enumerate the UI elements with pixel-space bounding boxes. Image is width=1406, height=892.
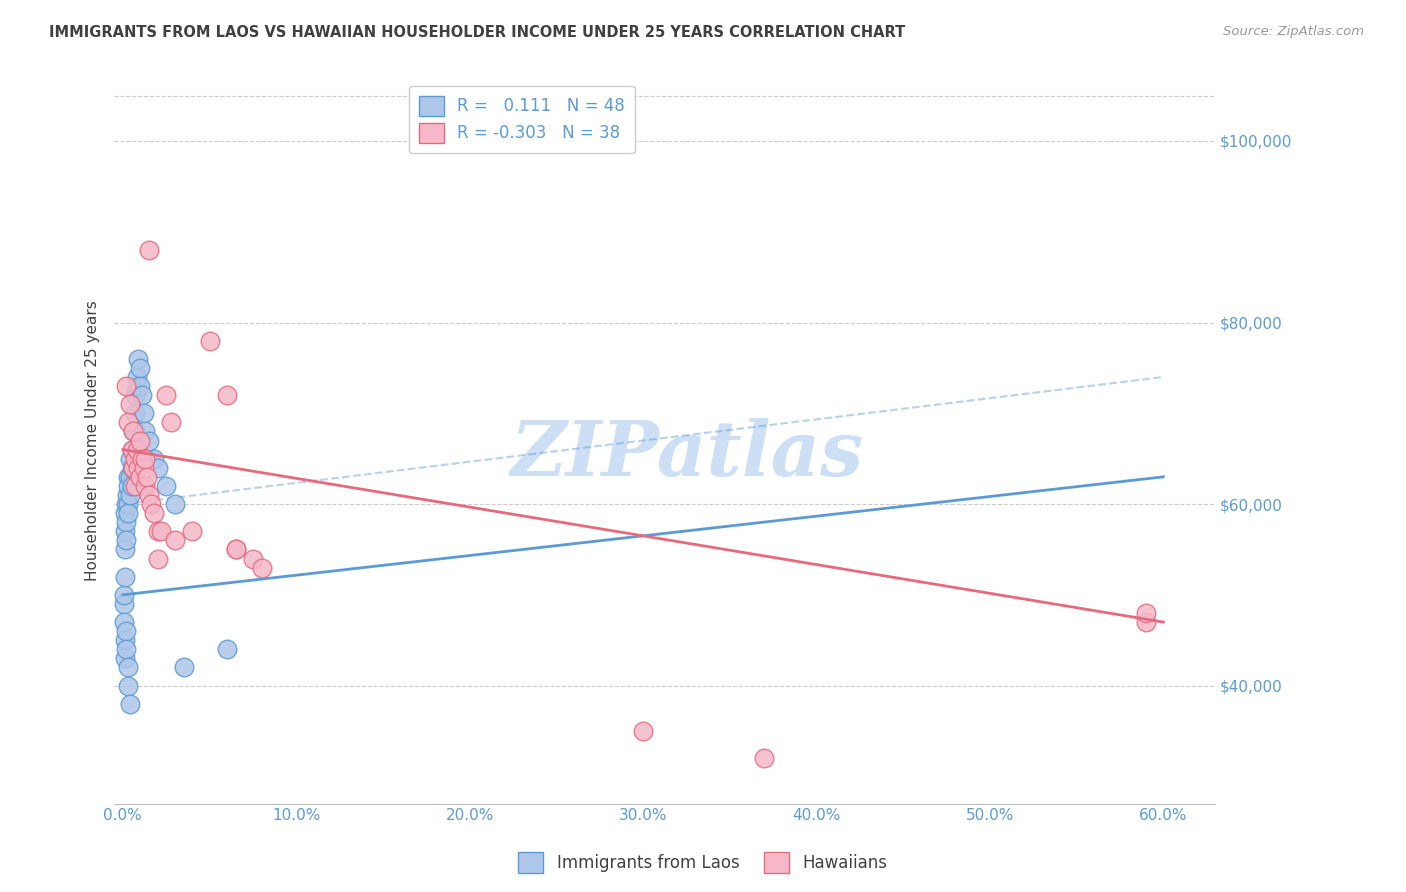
Point bbox=[118, 697, 141, 711]
Point bbox=[132, 406, 155, 420]
Point bbox=[131, 388, 153, 402]
Point bbox=[215, 388, 238, 402]
Point bbox=[146, 551, 169, 566]
Point bbox=[118, 470, 141, 484]
Point bbox=[198, 334, 221, 348]
Point bbox=[160, 416, 183, 430]
Point bbox=[121, 442, 143, 457]
Point bbox=[122, 425, 145, 439]
Point bbox=[215, 642, 238, 657]
Point bbox=[134, 425, 156, 439]
Point bbox=[117, 506, 139, 520]
Point bbox=[150, 524, 173, 539]
Point bbox=[129, 379, 152, 393]
Point bbox=[115, 642, 138, 657]
Point bbox=[127, 351, 149, 366]
Point bbox=[118, 397, 141, 411]
Point bbox=[138, 488, 160, 502]
Point bbox=[131, 451, 153, 466]
Point bbox=[1135, 615, 1157, 629]
Point bbox=[138, 434, 160, 448]
Point bbox=[125, 442, 148, 457]
Point bbox=[138, 243, 160, 257]
Legend: Immigrants from Laos, Hawaiians: Immigrants from Laos, Hawaiians bbox=[512, 846, 894, 880]
Point bbox=[117, 660, 139, 674]
Point bbox=[225, 542, 247, 557]
Point bbox=[115, 379, 138, 393]
Point bbox=[125, 379, 148, 393]
Point bbox=[163, 497, 186, 511]
Point bbox=[132, 460, 155, 475]
Point bbox=[124, 425, 146, 439]
Point bbox=[121, 442, 143, 457]
Point bbox=[115, 497, 138, 511]
Point bbox=[146, 524, 169, 539]
Point bbox=[155, 479, 177, 493]
Point bbox=[129, 470, 152, 484]
Point bbox=[143, 451, 166, 466]
Point bbox=[181, 524, 204, 539]
Point bbox=[124, 388, 146, 402]
Point bbox=[124, 479, 146, 493]
Point bbox=[124, 406, 146, 420]
Point bbox=[173, 660, 195, 674]
Point bbox=[112, 615, 135, 629]
Point bbox=[163, 533, 186, 548]
Text: Source: ZipAtlas.com: Source: ZipAtlas.com bbox=[1223, 25, 1364, 38]
Point bbox=[631, 724, 654, 739]
Point bbox=[114, 633, 136, 648]
Point bbox=[250, 560, 273, 574]
Point bbox=[134, 479, 156, 493]
Point bbox=[115, 488, 138, 502]
Point bbox=[122, 460, 145, 475]
Point bbox=[114, 524, 136, 539]
Point bbox=[114, 542, 136, 557]
Point bbox=[754, 751, 776, 765]
Point bbox=[112, 597, 135, 611]
Point bbox=[242, 551, 264, 566]
Point bbox=[118, 451, 141, 466]
Point bbox=[115, 624, 138, 639]
Point bbox=[118, 488, 141, 502]
Point bbox=[129, 360, 152, 375]
Point bbox=[127, 460, 149, 475]
Point bbox=[114, 651, 136, 665]
Point bbox=[129, 434, 152, 448]
Point bbox=[139, 497, 162, 511]
Point bbox=[114, 570, 136, 584]
Point bbox=[225, 542, 247, 557]
Point bbox=[124, 451, 146, 466]
Point bbox=[155, 388, 177, 402]
Point bbox=[114, 506, 136, 520]
Point bbox=[117, 470, 139, 484]
Text: IMMIGRANTS FROM LAOS VS HAWAIIAN HOUSEHOLDER INCOME UNDER 25 YEARS CORRELATION C: IMMIGRANTS FROM LAOS VS HAWAIIAN HOUSEHO… bbox=[49, 25, 905, 40]
Point bbox=[143, 506, 166, 520]
Point bbox=[117, 679, 139, 693]
Point bbox=[117, 416, 139, 430]
Point bbox=[115, 533, 138, 548]
Point bbox=[112, 588, 135, 602]
Text: ZIPatlas: ZIPatlas bbox=[510, 418, 863, 492]
Point bbox=[146, 460, 169, 475]
Point bbox=[125, 370, 148, 384]
Point bbox=[117, 497, 139, 511]
Point bbox=[136, 470, 159, 484]
Point bbox=[122, 425, 145, 439]
Point bbox=[117, 479, 139, 493]
Point bbox=[1135, 606, 1157, 620]
Legend: R =   0.111   N = 48, R = -0.303   N = 38: R = 0.111 N = 48, R = -0.303 N = 38 bbox=[409, 86, 634, 153]
Point bbox=[134, 451, 156, 466]
Point bbox=[121, 460, 143, 475]
Y-axis label: Householder Income Under 25 years: Householder Income Under 25 years bbox=[86, 300, 100, 581]
Point bbox=[121, 479, 143, 493]
Point bbox=[122, 442, 145, 457]
Point bbox=[115, 515, 138, 529]
